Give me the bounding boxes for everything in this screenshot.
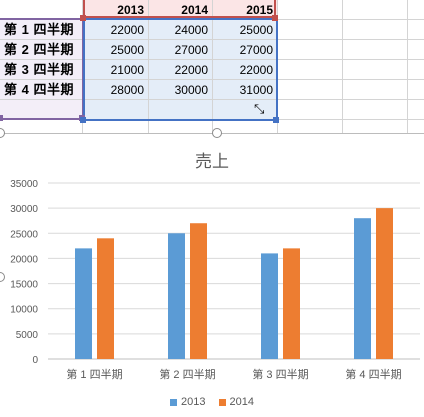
value-cell[interactable]: 22000 bbox=[110, 23, 144, 37]
spreadsheet-grid[interactable]: 2013 2014 2015 第 1 四半期 22000 24000 25000… bbox=[0, 0, 424, 133]
value-cell[interactable]: 24000 bbox=[174, 23, 208, 37]
data-range-fill bbox=[84, 19, 277, 120]
legend-label: 2013 bbox=[180, 396, 206, 408]
value-cell[interactable]: 25000 bbox=[239, 23, 273, 37]
bar-2014-4 bbox=[376, 208, 393, 359]
y-tick-label: 0 bbox=[32, 355, 38, 366]
legend-swatch-icon bbox=[169, 398, 177, 406]
chart-legend[interactable]: 2013 2014 bbox=[0, 396, 424, 409]
value-cell[interactable]: 22000 bbox=[174, 63, 208, 77]
quarter-label-cell[interactable]: 第 2 四半期 bbox=[4, 42, 74, 57]
quarter-label-cell[interactable]: 第 4 四半期 bbox=[4, 82, 74, 97]
values-range-resize-handle[interactable] bbox=[273, 117, 279, 123]
quarter-label-cell[interactable]: 第 3 四半期 bbox=[4, 62, 74, 77]
column-gridline bbox=[342, 0, 343, 133]
legend-label: 2014 bbox=[229, 396, 255, 408]
year-header-cell[interactable]: 2013 bbox=[117, 3, 144, 17]
y-tick-label: 10000 bbox=[10, 305, 38, 316]
series-range-handle[interactable] bbox=[272, 15, 278, 21]
bar-2014-3 bbox=[283, 248, 300, 359]
value-cell[interactable]: 27000 bbox=[239, 43, 273, 57]
value-cell[interactable]: 27000 bbox=[174, 43, 208, 57]
column-gridline bbox=[407, 0, 408, 133]
value-cell[interactable]: 31000 bbox=[239, 83, 273, 97]
value-cell[interactable]: 28000 bbox=[110, 83, 144, 97]
series-range-handle[interactable] bbox=[80, 15, 86, 21]
series-name-range-outline bbox=[83, 0, 276, 18]
row-gridline bbox=[0, 79, 424, 80]
y-tick-label: 25000 bbox=[10, 229, 38, 240]
chart-title[interactable]: 売上 bbox=[195, 152, 229, 171]
y-tick-label: 20000 bbox=[10, 254, 38, 265]
y-tick-label: 15000 bbox=[10, 280, 38, 291]
x-category-label: 第 4 四半期 bbox=[345, 367, 401, 381]
year-header-cell[interactable]: 2015 bbox=[246, 3, 273, 17]
x-category-label: 第 2 四半期 bbox=[159, 367, 215, 381]
x-category-label: 第 1 四半期 bbox=[66, 367, 122, 381]
column-gridline bbox=[148, 0, 149, 133]
bar-2013-4 bbox=[354, 218, 371, 359]
legend-item: 2014 bbox=[218, 396, 255, 408]
value-cell[interactable]: 30000 bbox=[174, 83, 208, 97]
bar-2013-3 bbox=[261, 253, 278, 359]
header-range-fill bbox=[84, 0, 277, 19]
category-range-handle[interactable] bbox=[0, 115, 3, 121]
value-cell[interactable]: 22000 bbox=[239, 63, 273, 77]
values-range-outline bbox=[83, 18, 278, 121]
quarter-label-cell[interactable]: 第 1 四半期 bbox=[4, 22, 74, 37]
y-tick-label: 35000 bbox=[10, 179, 38, 190]
row-gridline bbox=[0, 99, 424, 100]
row-gridline bbox=[0, 59, 424, 60]
legend-swatch-icon bbox=[218, 398, 226, 406]
x-category-label: 第 3 四半期 bbox=[252, 367, 308, 381]
y-tick-label: 30000 bbox=[10, 204, 38, 215]
value-cell[interactable]: 25000 bbox=[110, 43, 144, 57]
value-cell[interactable]: 21000 bbox=[110, 63, 144, 77]
bar-2013-2 bbox=[168, 233, 185, 359]
column-gridline bbox=[212, 0, 213, 133]
y-tick-label: 5000 bbox=[16, 330, 39, 341]
chart-area[interactable] bbox=[0, 133, 424, 417]
legend-item: 2013 bbox=[169, 396, 206, 408]
row-gridline bbox=[0, 39, 424, 40]
values-range-handle[interactable] bbox=[80, 117, 86, 123]
resize-diagonal-icon: ⤡ bbox=[254, 101, 265, 116]
bar-2014-1 bbox=[97, 238, 114, 359]
chart-resize-handle[interactable] bbox=[212, 128, 222, 138]
bar-2014-2 bbox=[190, 223, 207, 359]
year-header-cell[interactable]: 2014 bbox=[181, 3, 208, 17]
bar-2013-1 bbox=[75, 248, 92, 359]
label-range-fill bbox=[0, 19, 82, 120]
